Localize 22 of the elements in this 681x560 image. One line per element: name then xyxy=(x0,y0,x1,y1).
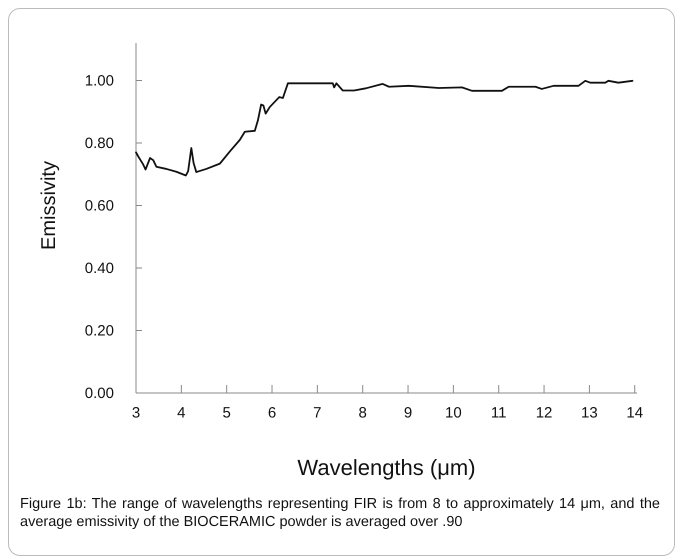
y-tick-label: 0.60 xyxy=(84,197,114,214)
y-tick-label: 0.80 xyxy=(84,134,114,152)
y-tick-label: 0.20 xyxy=(84,322,114,340)
line-series xyxy=(135,80,634,176)
x-tick-label: 8 xyxy=(358,404,367,422)
caption: Figure 1b: The range of wavelengths representing FIR is from 8 to approximately 14 μm, and the average emissivity of the BIOCERAMIC powder is averaged over .90 xyxy=(20,495,660,531)
x-axis-title: Wavelengths (μm) xyxy=(297,455,476,480)
x-tick-label: 6 xyxy=(268,404,276,422)
x-tick-label: 10 xyxy=(445,404,462,422)
x-tick-label: 3 xyxy=(132,404,140,422)
x-tick-label: 7 xyxy=(313,404,322,422)
x-tick-label: 11 xyxy=(490,404,507,422)
x-tick-label: 4 xyxy=(177,404,186,422)
x-tick-label: 12 xyxy=(536,404,552,422)
x-tick-label: 13 xyxy=(581,404,598,422)
y-tick-label: 0.00 xyxy=(84,384,114,402)
y-tick-label: 1.00 xyxy=(84,72,114,90)
x-tick-label: 14 xyxy=(626,404,644,422)
x-tick-label: 9 xyxy=(404,404,412,422)
x-tick-label: 5 xyxy=(222,404,231,422)
y-tick-label: 0.40 xyxy=(84,260,114,277)
y-axis-title: Emissivity xyxy=(38,161,60,250)
